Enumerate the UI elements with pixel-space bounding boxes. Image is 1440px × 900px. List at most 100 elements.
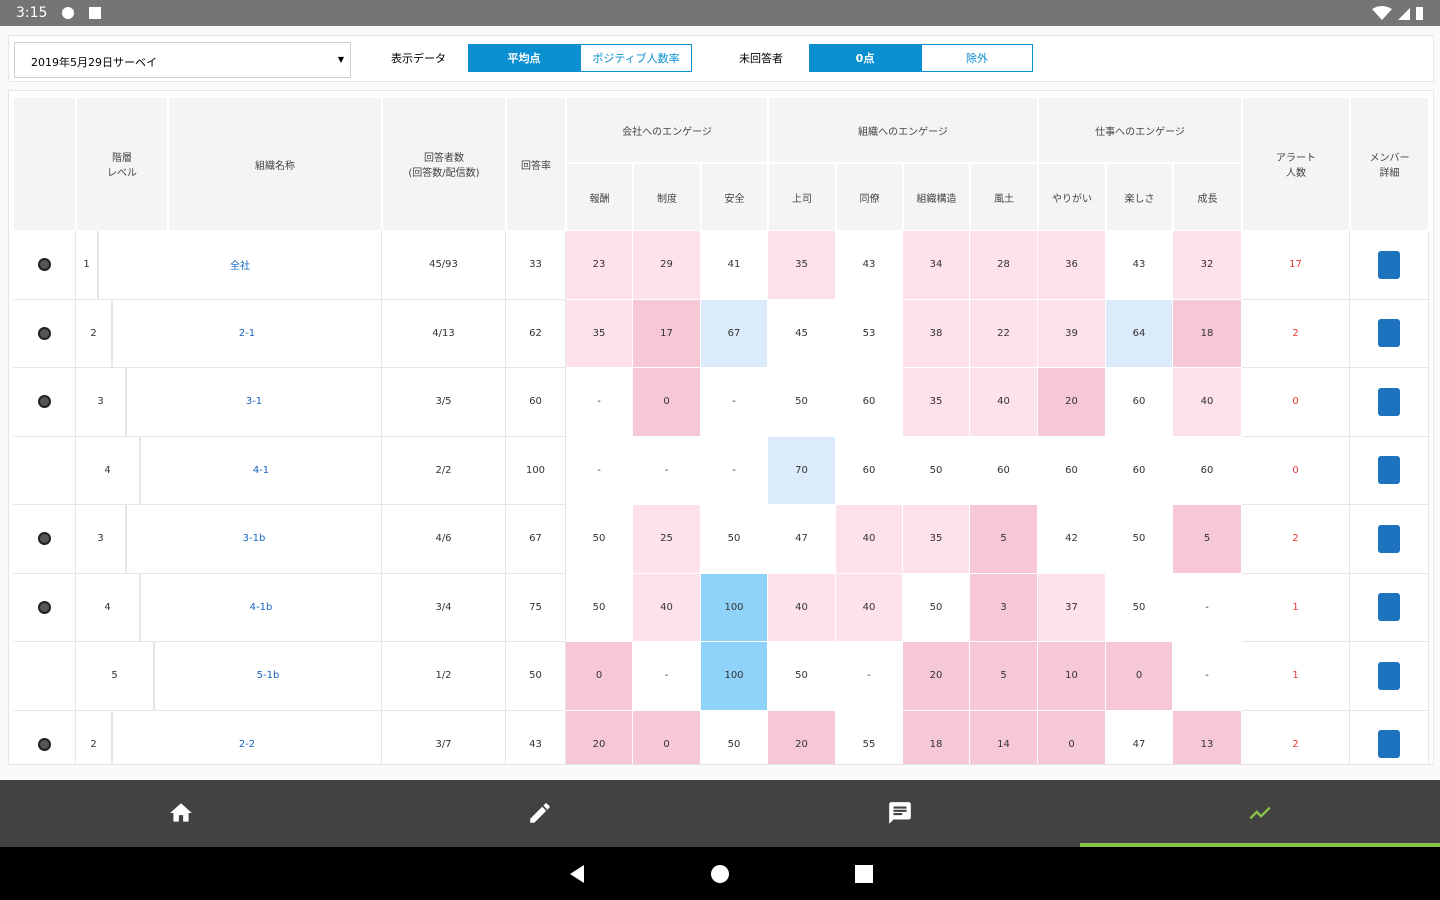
alert: 2 [1242,299,1350,368]
header-name: 組織名称 [168,97,382,231]
detail-cell [1350,436,1429,505]
expand-cell [13,573,76,642]
score: 22 [970,299,1038,368]
score: 50 [903,573,970,642]
respondents: 4/13 [382,299,506,368]
expand-cell [13,642,76,711]
detail-button[interactable] [1378,387,1400,416]
score: 40 [633,573,701,642]
status-icons [62,7,101,19]
score: - [633,436,701,505]
score: 20 [768,710,836,764]
name[interactable]: 4-1 [140,436,382,505]
score: 3 [970,573,1038,642]
expand-cell [13,299,76,368]
level: 2 [76,710,112,764]
name[interactable]: 4-1b [140,573,382,642]
score: 42 [1038,505,1106,574]
score: 0 [566,642,633,711]
edit-tab[interactable] [527,800,553,826]
score: 13 [1173,710,1242,764]
expand-button[interactable] [37,737,51,751]
score: 5 [970,642,1038,711]
analytics-tab[interactable] [1247,800,1273,826]
header-score: やりがい [1038,163,1106,231]
detail-cell [1350,368,1429,437]
name[interactable]: 全社 [98,231,382,300]
alert: 2 [1242,710,1350,764]
header-score: 風土 [970,163,1038,231]
score: - [1173,573,1242,642]
expand-cell [13,505,76,574]
toggle-option[interactable]: 除外 [921,44,1033,72]
detail-cell [1350,299,1429,368]
respondents: 3/7 [382,710,506,764]
score: 43 [836,231,903,300]
detail-button[interactable] [1378,730,1400,759]
detail-button[interactable] [1378,319,1400,348]
toggle-option[interactable]: 平均点 [468,44,580,72]
score: 35 [903,368,970,437]
detail-button[interactable] [1378,524,1400,553]
home-tab[interactable] [168,800,194,826]
score: - [633,642,701,711]
survey-name: 2019年5月29日サーベイ [31,56,157,69]
expand-cell [13,368,76,437]
expand-button[interactable] [37,395,51,409]
score: 67 [701,299,768,368]
score: 20 [903,642,970,711]
detail-cell [1350,710,1429,764]
respondents: 1/2 [382,642,506,711]
name[interactable]: 3-1 [126,368,382,437]
alert: 0 [1242,368,1350,437]
system-nav [0,847,1440,900]
score: 41 [701,231,768,300]
score: 60 [1173,436,1242,505]
score: 0 [1038,710,1106,764]
rate: 60 [506,368,566,437]
score: 25 [633,505,701,574]
header-score: 楽しさ [1106,163,1173,231]
score: 5 [1173,505,1242,574]
score: 55 [836,710,903,764]
detail-button[interactable] [1378,661,1400,690]
header-level: 階層 レベル [76,97,168,231]
detail-button[interactable] [1378,250,1400,279]
score: 47 [768,505,836,574]
level: 4 [76,436,140,505]
display-toggle: 平均点 ポジティブ人数率 [468,44,692,72]
score: 23 [566,231,633,300]
name[interactable]: 3-1b [126,505,382,574]
active-indicator [1080,843,1440,847]
respondents: 2/2 [382,436,506,505]
toggle-option[interactable]: ポジティブ人数率 [580,44,692,72]
rate: 62 [506,299,566,368]
name[interactable]: 2-2 [112,710,382,764]
name[interactable]: 5-1b [154,642,382,711]
header-group: 会社へのエンゲージ [566,97,768,163]
score: 5 [970,505,1038,574]
score: 50 [768,368,836,437]
name[interactable]: 2-1 [112,299,382,368]
score: 50 [701,710,768,764]
detail-button[interactable] [1378,593,1400,622]
expand-button[interactable] [37,258,51,272]
score: 50 [566,573,633,642]
expand-button[interactable] [37,600,51,614]
expand-button[interactable] [37,326,51,340]
score: 60 [836,436,903,505]
survey-select[interactable]: 2019年5月29日サーベイ ▼ [14,42,351,78]
level: 3 [76,505,126,574]
message-tab[interactable] [887,800,913,826]
expand-button[interactable] [37,532,51,546]
toggle-option[interactable]: 0点 [809,44,921,72]
clock: 3:15 [16,5,48,21]
score: 100 [701,573,768,642]
score: 43 [1106,231,1173,300]
detail-button[interactable] [1378,456,1400,485]
score: 29 [633,231,701,300]
score: 53 [836,299,903,368]
expand-cell [13,710,76,764]
